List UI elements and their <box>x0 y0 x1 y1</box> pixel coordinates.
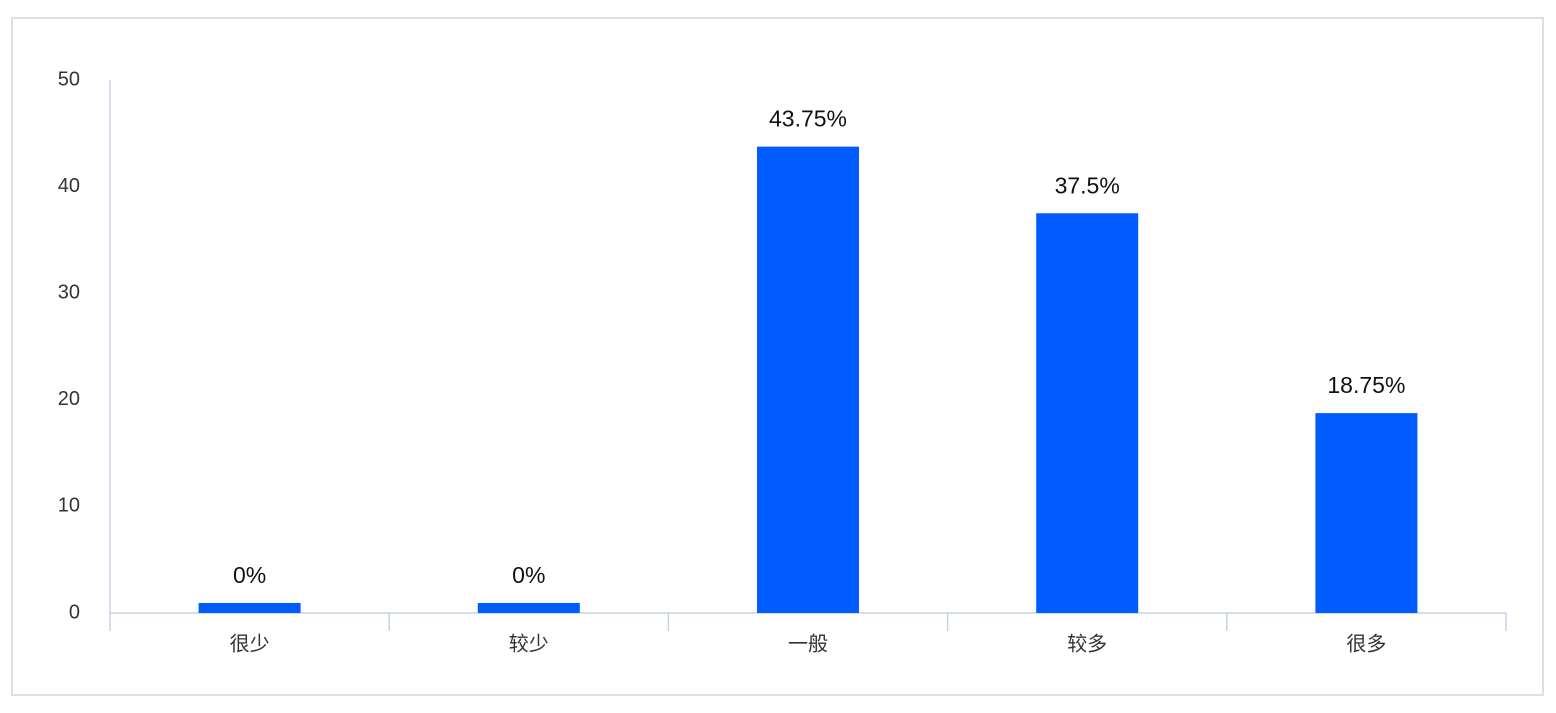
x-tick-label: 较多 <box>1067 632 1107 655</box>
y-tick-label: 20 <box>58 388 80 410</box>
bar <box>477 603 580 613</box>
value-label: 43.75% <box>769 106 847 132</box>
value-label: 0% <box>512 562 545 588</box>
bar <box>198 603 301 613</box>
y-tick-label: 0 <box>69 601 80 623</box>
value-label: 18.75% <box>1327 372 1405 398</box>
value-label: 0% <box>233 562 266 588</box>
x-tick-label: 很少 <box>230 632 270 655</box>
bar <box>1036 213 1139 613</box>
y-tick-label: 40 <box>58 175 80 197</box>
bar <box>1315 413 1418 613</box>
x-tick-label: 一般 <box>788 632 828 655</box>
y-tick-label: 50 <box>58 68 80 90</box>
x-tick-label: 很多 <box>1346 632 1386 655</box>
value-label: 37.5% <box>1055 172 1120 198</box>
y-tick-label: 10 <box>58 495 80 517</box>
bar <box>757 146 859 613</box>
x-tick-label: 较少 <box>509 632 549 655</box>
y-tick-label: 30 <box>58 281 80 303</box>
